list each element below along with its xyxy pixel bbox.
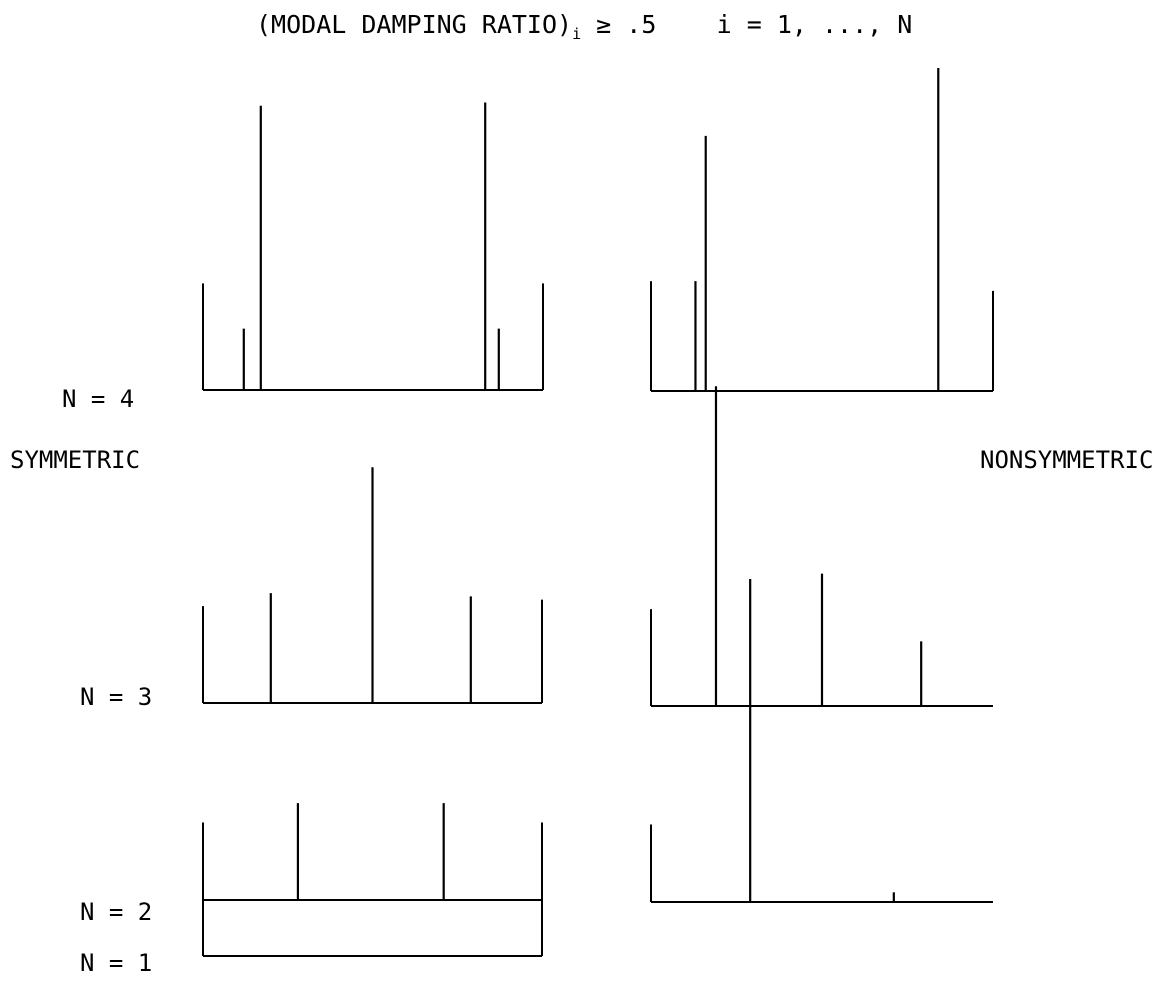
row-label-n2: N = 2 (80, 898, 153, 926)
title-subscript: i (572, 25, 582, 43)
title-relation: ≥ .5 (596, 10, 657, 39)
title-prefix: (MODAL DAMPING RATIO) (256, 10, 573, 39)
figure-title: (MODAL DAMPING RATIO)i ≥ .5 i = 1, ..., … (256, 10, 912, 43)
symmetric-label: SYMMETRIC (10, 446, 141, 474)
row-label-n3: N = 3 (80, 683, 153, 711)
title-range: i = 1, ..., N (716, 10, 913, 39)
row-label-n4: N = 4 (62, 385, 135, 413)
row-label-n1: N = 1 (80, 949, 153, 977)
nonsymmetric-label: NONSYMMETRIC (980, 446, 1154, 474)
